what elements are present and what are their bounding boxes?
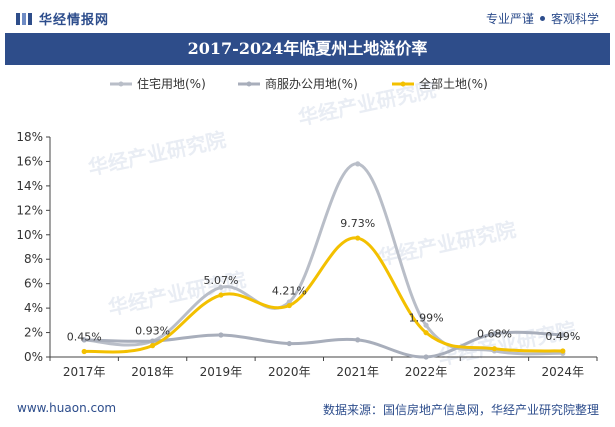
- tagline: 专业严谨 客观科学: [486, 10, 599, 27]
- x-tick-label: 2018年: [131, 365, 174, 379]
- data-label: 0.68%: [477, 328, 512, 341]
- series-point-1: [149, 338, 156, 344]
- footer-source: 数据来源：国信房地产信息网，华经产业研究院整理: [322, 403, 599, 417]
- series-point-2: [355, 235, 361, 241]
- legend-label: 住宅用地(%): [137, 76, 206, 91]
- legend-swatch-marker: [118, 81, 124, 87]
- series-line-0: [82, 162, 565, 356]
- legend-swatch-marker: [400, 81, 406, 87]
- series-layer: [81, 161, 566, 360]
- series-point-0: [355, 161, 361, 167]
- series-point-1: [491, 331, 498, 337]
- x-tick-label: 2024年: [542, 365, 585, 379]
- series-point-1: [423, 354, 429, 360]
- data-label: 5.07%: [203, 274, 238, 287]
- x-tick-label: 2017年: [63, 365, 106, 379]
- y-tick-label: 2%: [24, 326, 43, 340]
- x-tick-label: 2019年: [200, 365, 243, 379]
- series-point-2: [423, 330, 429, 336]
- footer-url[interactable]: www.huaon.com: [17, 401, 117, 415]
- data-labels: 0.45% 0.93% 5.07% 4.21% 9.73% 1.99% 0.68% 0.49%: [67, 217, 581, 343]
- brand[interactable]: 华经情报网: [16, 9, 109, 28]
- series-point-1: [560, 332, 566, 338]
- series-point-0: [218, 284, 224, 290]
- series-point-2: [149, 343, 156, 349]
- series-point-0: [423, 322, 429, 328]
- data-label: 4.21%: [272, 285, 307, 298]
- data-label: 0.49%: [545, 330, 580, 343]
- data-label: 1.99%: [409, 312, 444, 325]
- tagline-left: 专业严谨: [485, 12, 534, 26]
- y-tick-label: 18%: [16, 130, 43, 144]
- series-point-1: [81, 337, 87, 343]
- series-point-2: [560, 348, 566, 354]
- y-tick-label: 14%: [16, 179, 43, 193]
- x-tick-label: 2023年: [473, 365, 516, 379]
- data-label: 9.73%: [340, 217, 375, 230]
- data-label: 0.93%: [135, 325, 170, 338]
- axes: 0% 2% 4% 6% 8% 10% 12% 14% 16% 18% 2017年 2018年 2019年…: [16, 130, 598, 379]
- series-line-2: [82, 236, 565, 354]
- y-tick-label: 6%: [24, 277, 43, 291]
- watermark-text: 华经产业研究院: [86, 127, 228, 180]
- legend-swatch-marker: [246, 81, 252, 87]
- legend-label: 全部土地(%): [419, 76, 488, 91]
- y-tick-label: 10%: [16, 228, 43, 242]
- chart-title: 2017-2024年临夏州土地溢价率: [5, 33, 610, 65]
- series-point-1: [286, 340, 292, 347]
- brand-logo-icon: [16, 12, 32, 25]
- brand-name: 华经情报网: [39, 13, 110, 28]
- series-point-2: [218, 292, 224, 298]
- y-tick-label: 0%: [24, 350, 43, 364]
- legend-label: 商服办公用地(%): [265, 76, 358, 91]
- top-bar: 华经情报网 专业严谨 客观科学: [0, 0, 615, 36]
- series-point-2: [286, 302, 292, 309]
- footer: www.huaon.com 数据来源：国信房地产信息网，华经产业研究院整理: [0, 396, 615, 420]
- y-tick-label: 8%: [24, 252, 43, 266]
- separator-dot-icon: [539, 16, 545, 21]
- x-tick-label: 2020年: [268, 365, 311, 379]
- watermark-text: 华经产业研究院: [436, 317, 578, 370]
- data-label: 0.45%: [67, 331, 102, 344]
- y-tick-label: 12%: [16, 203, 43, 217]
- x-tick-label: 2021年: [336, 365, 379, 379]
- watermark-text: 华经产业研究院: [376, 217, 518, 270]
- series-point-1: [218, 332, 224, 338]
- legend: 住宅用地(%) 商服办公用地(%) 全部土地(%): [110, 76, 488, 91]
- y-tick-label: 4%: [24, 301, 43, 315]
- series-point-2: [81, 348, 87, 355]
- series-point-2: [491, 346, 498, 352]
- series-point-1: [355, 337, 361, 343]
- x-tick-label: 2022年: [405, 365, 448, 379]
- tagline-right: 客观科学: [550, 12, 599, 26]
- y-tick-label: 16%: [16, 154, 43, 168]
